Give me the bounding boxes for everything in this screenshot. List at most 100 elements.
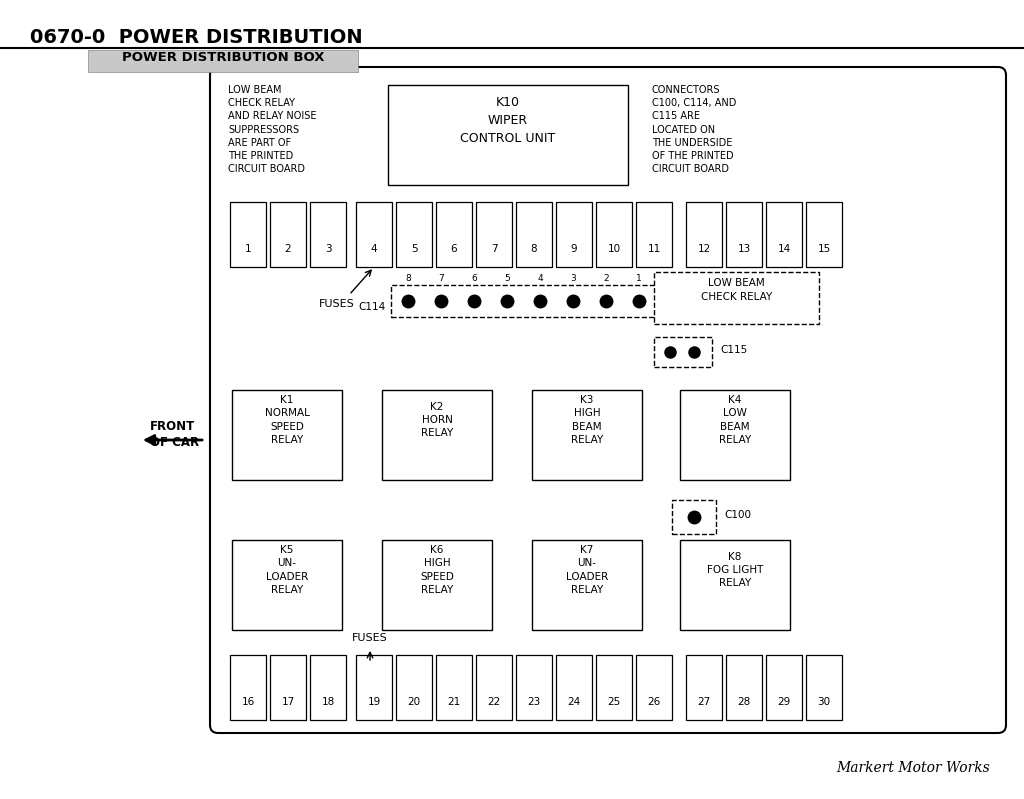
Text: 27: 27 <box>697 697 711 707</box>
Bar <box>680 390 790 480</box>
Text: K10
WIPER
CONTROL UNIT: K10 WIPER CONTROL UNIT <box>461 96 556 145</box>
Bar <box>230 202 266 267</box>
Text: POWER DISTRIBUTION BOX: POWER DISTRIBUTION BOX <box>122 51 325 64</box>
FancyBboxPatch shape <box>210 67 1006 733</box>
Bar <box>310 655 346 720</box>
Bar <box>88 50 358 72</box>
Text: 26: 26 <box>647 697 660 707</box>
Text: 5: 5 <box>411 244 418 254</box>
Text: 13: 13 <box>737 244 751 254</box>
Bar <box>672 500 716 534</box>
Bar <box>310 202 346 267</box>
Text: CONNECTORS
C100, C114, AND
C115 ARE
LOCATED ON
THE UNDERSIDE
OF THE PRINTED
CIRC: CONNECTORS C100, C114, AND C115 ARE LOCA… <box>652 85 736 174</box>
Text: K3
HIGH
BEAM
RELAY: K3 HIGH BEAM RELAY <box>570 396 603 445</box>
Text: 1: 1 <box>245 244 251 254</box>
Bar <box>726 202 762 267</box>
Text: K2
HORN
RELAY: K2 HORN RELAY <box>421 402 454 438</box>
Bar <box>806 202 842 267</box>
Bar <box>391 285 665 317</box>
Bar <box>382 390 492 480</box>
Text: 12: 12 <box>697 244 711 254</box>
Bar <box>232 540 342 630</box>
Text: 22: 22 <box>487 697 501 707</box>
Text: K5
UN-
LOADER
RELAY: K5 UN- LOADER RELAY <box>266 545 308 594</box>
Bar <box>382 540 492 630</box>
Bar <box>436 655 472 720</box>
Text: Markert Motor Works: Markert Motor Works <box>837 761 990 775</box>
Bar <box>654 272 819 324</box>
Text: C100: C100 <box>724 510 751 520</box>
Text: 17: 17 <box>282 697 295 707</box>
Text: 18: 18 <box>322 697 335 707</box>
Text: 7: 7 <box>438 274 443 283</box>
Bar <box>806 655 842 720</box>
Bar <box>516 202 552 267</box>
Bar <box>388 85 628 185</box>
Bar <box>766 202 802 267</box>
Bar <box>654 337 712 367</box>
Bar <box>270 655 306 720</box>
Text: FUSES: FUSES <box>319 299 354 309</box>
Text: 0670-0  POWER DISTRIBUTION: 0670-0 POWER DISTRIBUTION <box>30 28 362 47</box>
Bar <box>356 655 392 720</box>
Text: 6: 6 <box>451 244 458 254</box>
Text: 8: 8 <box>406 274 411 283</box>
Text: 21: 21 <box>447 697 461 707</box>
Text: K4
LOW
BEAM
RELAY: K4 LOW BEAM RELAY <box>719 396 752 445</box>
Bar <box>680 540 790 630</box>
Bar <box>230 655 266 720</box>
Text: 28: 28 <box>737 697 751 707</box>
Text: C115: C115 <box>720 345 748 355</box>
Bar <box>396 202 432 267</box>
Bar <box>476 202 512 267</box>
Text: FRONT
OF CAR: FRONT OF CAR <box>150 420 199 449</box>
Text: LOW BEAM
CHECK RELAY
AND RELAY NOISE
SUPPRESSORS
ARE PART OF
THE PRINTED
CIRCUIT: LOW BEAM CHECK RELAY AND RELAY NOISE SUP… <box>228 85 316 174</box>
Text: K6
HIGH
SPEED
RELAY: K6 HIGH SPEED RELAY <box>420 545 454 594</box>
Text: 8: 8 <box>530 244 538 254</box>
Text: 30: 30 <box>817 697 830 707</box>
Text: 15: 15 <box>817 244 830 254</box>
Text: 2: 2 <box>603 274 609 283</box>
Bar <box>232 390 342 480</box>
Bar <box>356 202 392 267</box>
Text: 5: 5 <box>504 274 510 283</box>
Text: 4: 4 <box>371 244 377 254</box>
Bar <box>596 655 632 720</box>
Text: 3: 3 <box>325 244 332 254</box>
Text: 16: 16 <box>242 697 255 707</box>
Bar <box>396 655 432 720</box>
Text: K8
FOG LIGHT
RELAY: K8 FOG LIGHT RELAY <box>707 552 763 588</box>
Text: 4: 4 <box>538 274 543 283</box>
Bar <box>436 202 472 267</box>
Bar <box>270 202 306 267</box>
Text: C114: C114 <box>358 302 386 312</box>
Text: 19: 19 <box>368 697 381 707</box>
Bar <box>532 390 642 480</box>
Bar <box>556 655 592 720</box>
Text: 2: 2 <box>285 244 291 254</box>
Text: 1: 1 <box>636 274 642 283</box>
Text: 25: 25 <box>607 697 621 707</box>
Bar <box>532 540 642 630</box>
Bar <box>516 655 552 720</box>
Bar <box>476 655 512 720</box>
Text: 29: 29 <box>777 697 791 707</box>
Text: 6: 6 <box>471 274 477 283</box>
Bar <box>686 202 722 267</box>
Text: 11: 11 <box>647 244 660 254</box>
Text: 23: 23 <box>527 697 541 707</box>
Text: LOW BEAM
CHECK RELAY: LOW BEAM CHECK RELAY <box>700 278 772 301</box>
Text: 20: 20 <box>408 697 421 707</box>
Text: 24: 24 <box>567 697 581 707</box>
Bar <box>636 202 672 267</box>
Text: 10: 10 <box>607 244 621 254</box>
Text: 7: 7 <box>490 244 498 254</box>
Bar <box>596 202 632 267</box>
Text: K1
NORMAL
SPEED
RELAY: K1 NORMAL SPEED RELAY <box>264 396 309 445</box>
Bar <box>726 655 762 720</box>
Bar <box>686 655 722 720</box>
Text: K7
UN-
LOADER
RELAY: K7 UN- LOADER RELAY <box>566 545 608 594</box>
Text: 14: 14 <box>777 244 791 254</box>
Bar <box>556 202 592 267</box>
Bar <box>636 655 672 720</box>
